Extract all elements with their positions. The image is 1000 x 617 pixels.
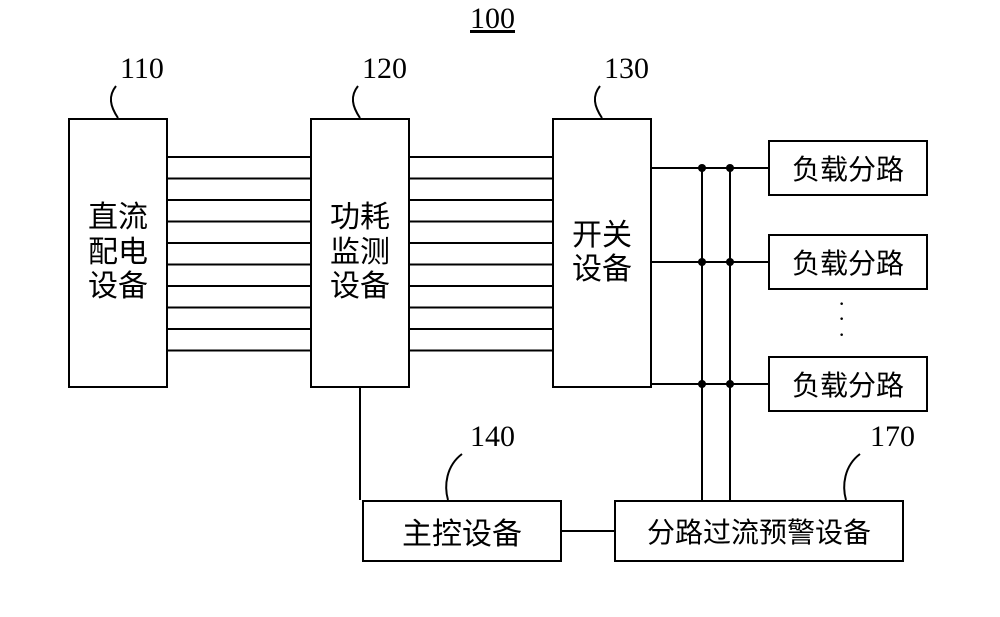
node-load-2-text: 负载分路 <box>792 242 904 282</box>
node-main-text: 主控设备 <box>402 509 522 553</box>
node-oc-text: 分路过流预警设备 <box>647 511 871 551</box>
node-sw: 开关 设备 <box>552 118 652 388</box>
node-sw-line1: 开关 <box>572 219 632 254</box>
node-sw-text: 开关 设备 <box>572 219 632 288</box>
node-load-3: 负载分路 <box>768 356 928 412</box>
ref-main: 140 <box>470 420 515 454</box>
node-pm: 功耗 监测 设备 <box>310 118 410 388</box>
node-main: 主控设备 <box>362 500 562 562</box>
load-ellipsis: ··· <box>838 296 845 342</box>
node-load-1-text: 负载分路 <box>792 148 904 188</box>
node-dc-line3: 设备 <box>88 270 148 305</box>
ref-oc: 170 <box>870 420 915 454</box>
ref-dc: 110 <box>120 52 164 86</box>
node-dc-text: 直流 配电 设备 <box>88 201 148 305</box>
node-dc: 直流 配电 设备 <box>68 118 168 388</box>
node-pm-line3: 设备 <box>330 270 390 305</box>
node-dc-line1: 直流 <box>88 201 148 236</box>
ref-sw: 130 <box>604 52 649 86</box>
node-oc: 分路过流预警设备 <box>614 500 904 562</box>
node-pm-line1: 功耗 <box>330 201 390 236</box>
node-load-2: 负载分路 <box>768 234 928 290</box>
node-load-1: 负载分路 <box>768 140 928 196</box>
diagram-canvas: 100 110 120 130 140 170 直流 配电 设备 功耗 监测 设… <box>0 0 1000 617</box>
ref-system: 100 <box>470 2 515 36</box>
node-dc-line2: 配电 <box>88 236 148 271</box>
node-load-3-text: 负载分路 <box>792 364 904 404</box>
node-pm-line2: 监测 <box>330 236 390 271</box>
node-sw-line2: 设备 <box>572 253 632 288</box>
node-pm-text: 功耗 监测 设备 <box>330 201 390 305</box>
ref-pm: 120 <box>362 52 407 86</box>
